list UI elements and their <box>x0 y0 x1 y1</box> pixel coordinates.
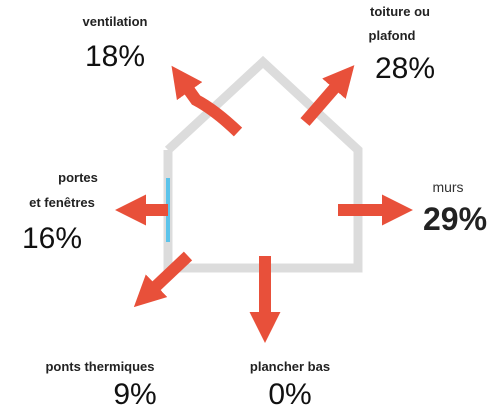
percent: 28% <box>375 52 435 85</box>
label: plancher bas <box>250 359 330 374</box>
percent: 9% <box>113 378 156 411</box>
percent: 16% <box>22 222 82 255</box>
diagram: ventilation 18% toiture ou plafond 28% m… <box>0 0 494 414</box>
label: plafond <box>369 28 416 43</box>
percent: 29% <box>423 201 487 237</box>
percent: 18% <box>85 40 145 73</box>
label: toiture ou <box>370 4 430 19</box>
label: portes <box>58 170 98 185</box>
label: et fenêtres <box>29 195 95 210</box>
label: ponts thermiques <box>45 359 154 374</box>
label: ventilation <box>82 14 147 29</box>
percent: 0% <box>268 378 311 411</box>
label: murs <box>432 179 463 195</box>
heat-loss-diagram: ventilation 18% toiture ou plafond 28% m… <box>0 0 494 414</box>
